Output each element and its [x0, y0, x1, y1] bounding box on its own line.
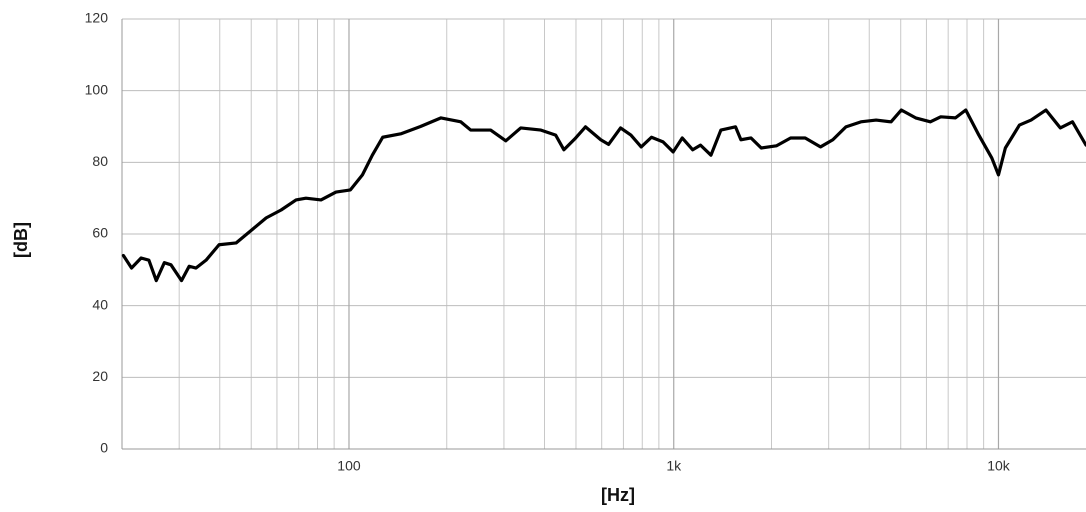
x-tick-label: 10k	[987, 458, 1011, 474]
y-tick-label: 100	[85, 81, 109, 97]
y-tick-label: 120	[85, 10, 109, 26]
x-tick-label: 1k	[666, 458, 682, 474]
y-tick-label: 60	[92, 225, 108, 241]
x-tick-label: 100	[337, 458, 361, 474]
y-tick-label: 80	[92, 153, 108, 169]
y-tick-label: 0	[100, 440, 108, 456]
series-line	[121, 108, 1086, 283]
y-axis-title: [dB]	[11, 222, 31, 258]
y-tick-label: 40	[92, 296, 108, 312]
x-axis-title: [Hz]	[601, 485, 635, 505]
y-tick-label: 20	[92, 368, 108, 384]
